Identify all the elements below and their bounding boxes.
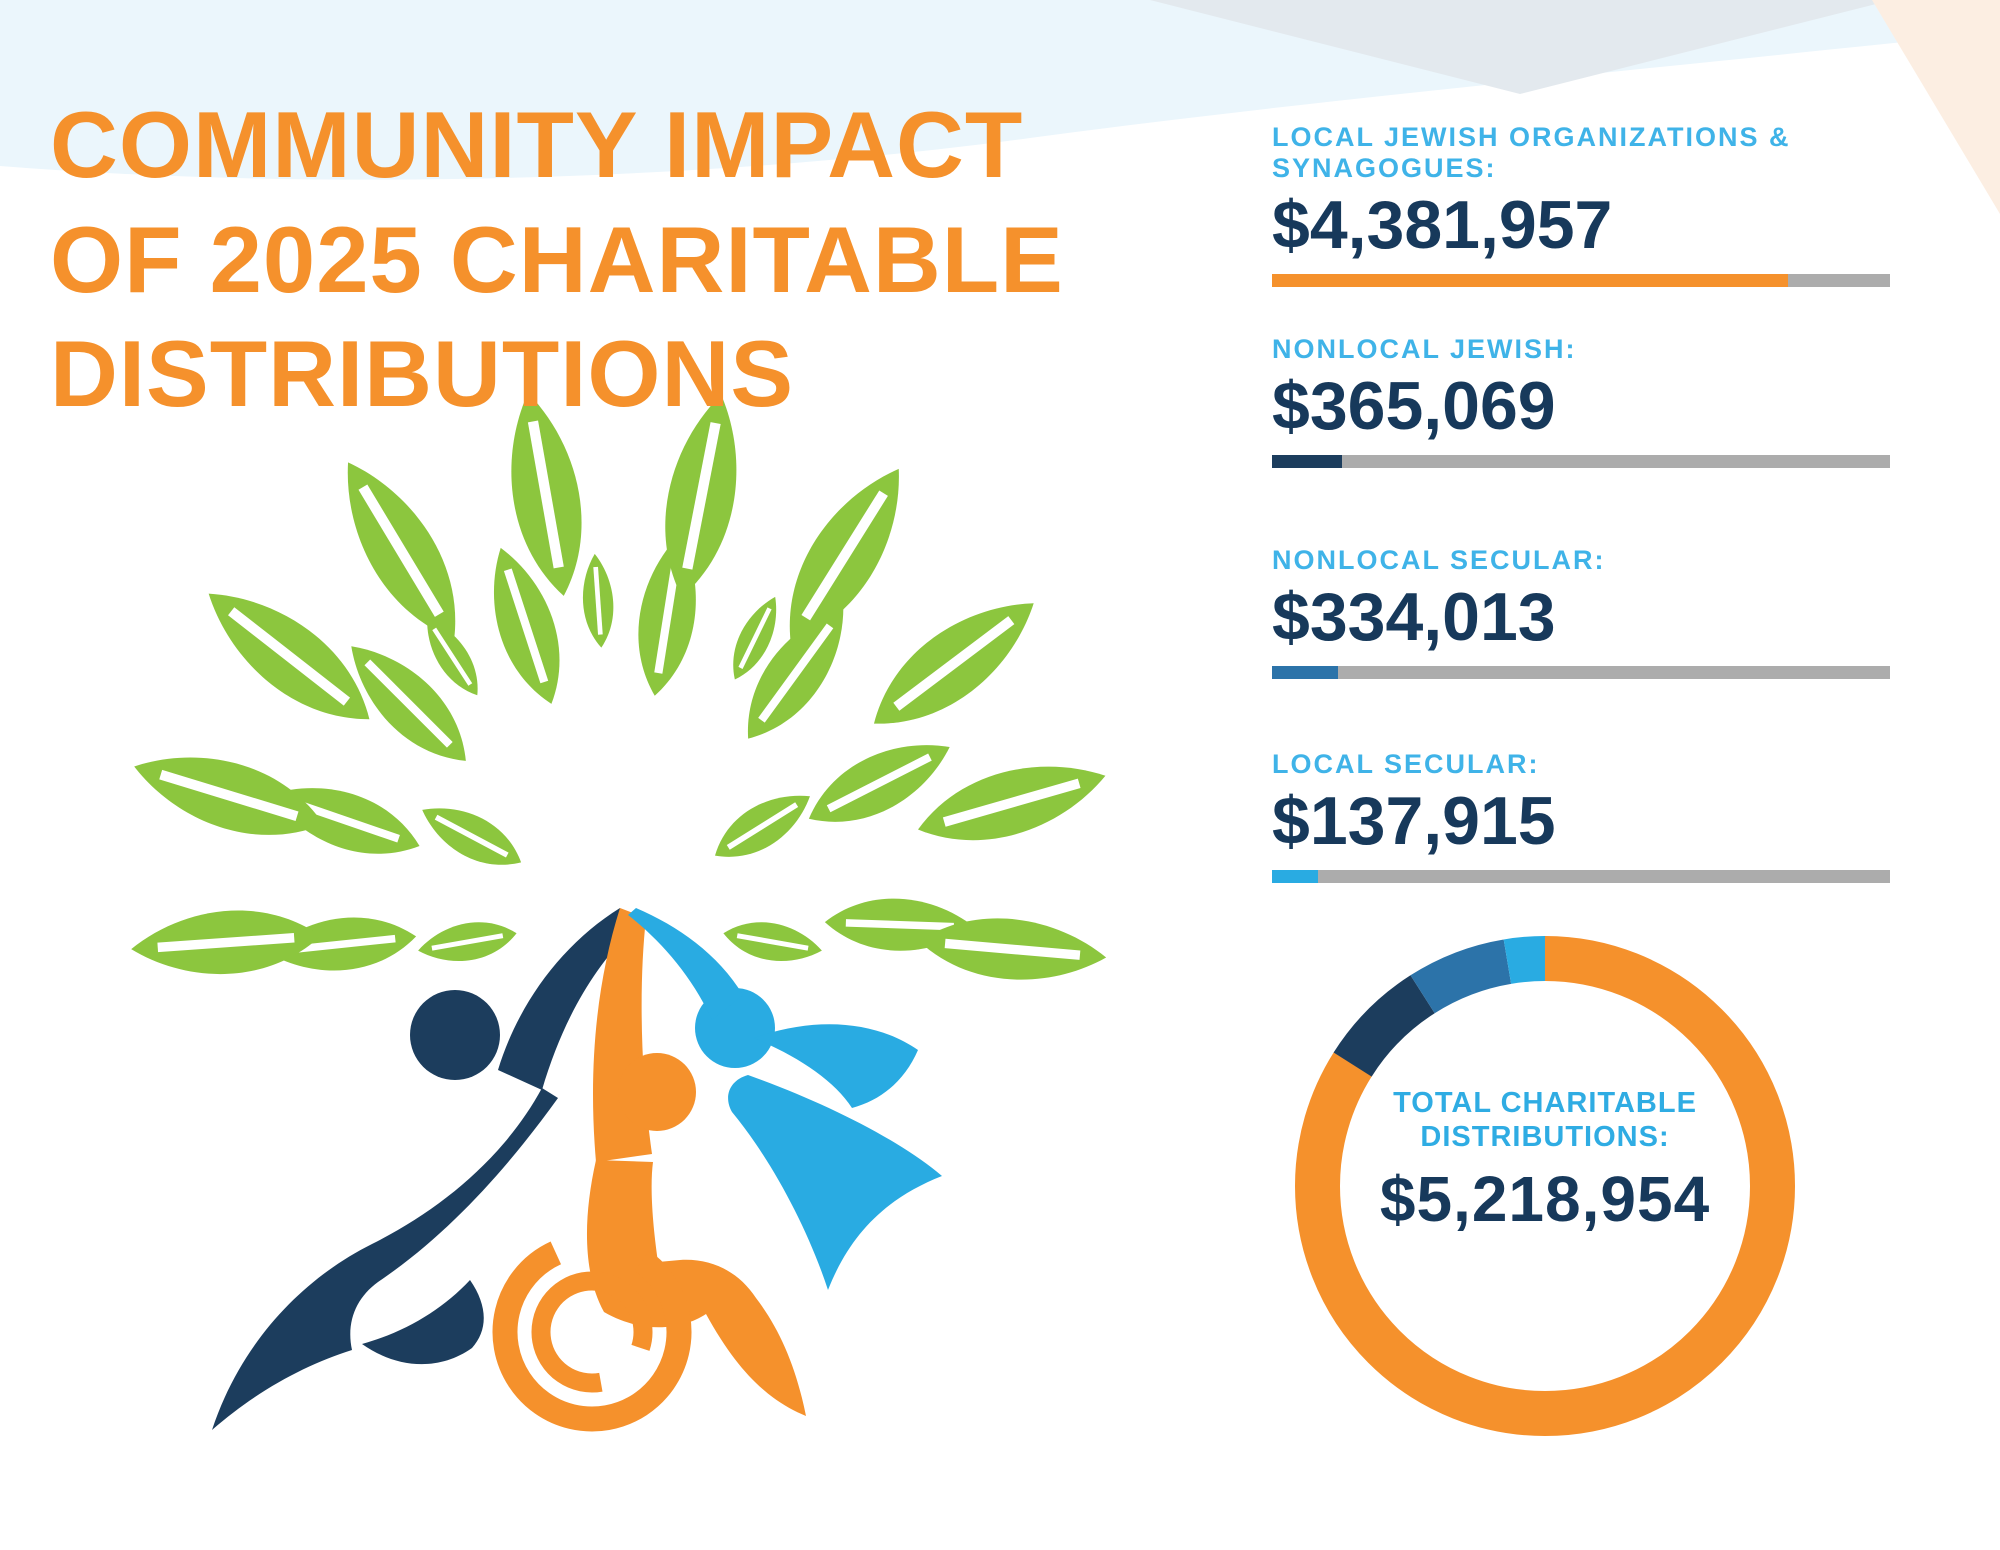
stat-value: $4,381,957 (1272, 187, 1613, 263)
donut-center-text: TOTAL CHARITABLE DISTRIBUTIONS: $5,218,9… (1365, 1086, 1725, 1234)
leaf-vein (801, 490, 888, 621)
blue-person-body (728, 1075, 942, 1290)
top-right-grey-wedge (1150, 0, 1892, 94)
page-title: COMMUNITY IMPACT OF 2025 CHARITABLE DIST… (50, 88, 1230, 432)
leaf-vein (826, 753, 932, 813)
blue-person-arm-left (628, 908, 743, 1020)
navy-person-foot (362, 1280, 484, 1365)
stat-bar-fill (1272, 666, 1338, 679)
leaf-vein (157, 933, 295, 953)
donut-ring (1295, 936, 1795, 1436)
stat-nonlocal-jewish: NONLOCAL JEWISH: $365,069 (1272, 334, 1890, 468)
leaf-vein (358, 484, 444, 617)
stat-label: LOCAL SECULAR: (1272, 749, 1540, 779)
stat-local-jewish: LOCAL JEWISH ORGANIZATIONS & SYNAGOGUES:… (1272, 122, 1890, 287)
leaf-vein (893, 616, 1015, 711)
stat-bar-track (1272, 455, 1890, 468)
stat-local-secular: LOCAL SECULAR: $137,915 (1272, 749, 1890, 883)
page-title-line-3: DISTRIBUTIONS (50, 321, 795, 427)
stat-bar-track (1272, 274, 1890, 287)
leaf-vein (503, 568, 549, 684)
donut-center-value: $5,218,954 (1379, 1163, 1711, 1235)
stat-label: NONLOCAL SECULAR: (1272, 545, 1606, 575)
navy-person-body (212, 1088, 558, 1430)
people-tree-wheelchair-logo (100, 370, 1110, 1545)
page-title-line-2: OF 2025 CHARITABLE (50, 206, 1064, 312)
total-distributions-donut: TOTAL CHARITABLE DISTRIBUTIONS: $5,218,9… (1295, 936, 1795, 1436)
stat-bar-track (1272, 870, 1890, 883)
stat-bar-fill (1272, 455, 1342, 468)
leaf-vein (228, 607, 351, 706)
leaf-vein (159, 769, 299, 821)
stat-value: $365,069 (1272, 368, 1556, 444)
leaf-canopy (131, 393, 1107, 980)
leaf-vein (758, 623, 834, 723)
donut-segment-0 (1295, 936, 1795, 1436)
orange-person-head (618, 1053, 696, 1131)
wheelchair-wheel-inner (531, 1271, 653, 1393)
page-title-line-1: COMMUNITY IMPACT (50, 92, 1024, 197)
donut-center-label: TOTAL CHARITABLE DISTRIBUTIONS: (1393, 1087, 1697, 1153)
stat-bar-fill (1272, 870, 1318, 883)
navy-person-arm (498, 908, 630, 1090)
stat-value: $334,013 (1272, 579, 1556, 655)
stat-nonlocal-secular: NONLOCAL SECULAR: $334,013 (1272, 545, 1890, 679)
leaf-vein (738, 607, 772, 669)
donut-segment-2 (1295, 936, 1795, 1436)
leaf-vein (682, 422, 721, 570)
leaf-vein (432, 627, 473, 686)
leaf-vein (736, 933, 809, 951)
leaf-vein (527, 420, 564, 569)
stat-bar-fill (1272, 274, 1788, 287)
leaf-vein (845, 919, 954, 931)
stat-value: $137,915 (1272, 783, 1556, 859)
wheelchair-wheel-outer (492, 1232, 692, 1432)
leaf-vein (364, 659, 453, 748)
orange-person-body (586, 1160, 806, 1416)
navy-person-head (410, 990, 500, 1080)
leaf-vein (431, 933, 504, 951)
top-right-peach-wedge (1872, 0, 2000, 214)
leaf-vein (944, 938, 1081, 960)
stat-label: NONLOCAL JEWISH: (1272, 334, 1577, 364)
blue-person-arm-right (754, 1024, 918, 1108)
leaf-vein (434, 814, 509, 858)
leaf-vein (726, 802, 799, 850)
leaf-vein (942, 778, 1081, 827)
leaf-vein (593, 566, 603, 635)
stat-bar-track (1272, 666, 1890, 679)
stat-label: LOCAL JEWISH ORGANIZATIONS & SYNAGOGUES: (1272, 122, 1791, 183)
